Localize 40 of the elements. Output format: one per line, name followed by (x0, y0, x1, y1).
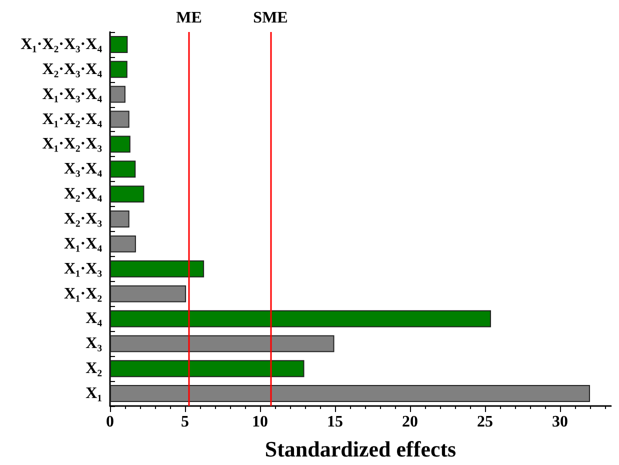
ref-line-label: ME (176, 10, 202, 26)
bar (110, 36, 128, 53)
x-axis-title: Standardized effects (264, 436, 457, 462)
bar (110, 136, 130, 153)
y-tick-label: X₃·X₄ (64, 160, 102, 178)
bar (110, 360, 304, 378)
bar (110, 86, 126, 103)
x-tick-label: 20 (402, 414, 418, 430)
y-tick-label: X₄ (86, 310, 102, 328)
bar (110, 260, 204, 278)
x-tick-label: 25 (477, 414, 493, 430)
bar (110, 160, 136, 178)
y-tick-label: X₂·X₄ (64, 186, 102, 203)
x-tick-label: 30 (552, 414, 568, 430)
bar (110, 60, 128, 78)
y-tick-label: X₁ (86, 385, 102, 402)
y-tick-label: X₁·X₃ (64, 260, 102, 278)
y-tick-label: X₁·X₂·X₄ (42, 110, 102, 128)
y-tick-label: X₁·X₂·X₃ (42, 136, 102, 153)
x-tick-label: 10 (252, 414, 268, 430)
ref-line-label: SME (253, 10, 288, 26)
bar (110, 385, 590, 402)
bar (110, 235, 136, 252)
x-tick-label: 15 (327, 414, 343, 430)
y-tick-label: X₁·X₂ (64, 285, 102, 302)
y-tick-label: X₃ (86, 335, 102, 352)
bar (110, 310, 491, 328)
y-tick-label: X₁·X₃·X₄ (42, 86, 102, 103)
y-tick-label: X₁·X₄ (64, 235, 102, 252)
bar (110, 285, 186, 302)
y-tick-label: X₂ (86, 360, 102, 378)
x-tick-label: 5 (181, 414, 189, 430)
bar (110, 210, 130, 228)
y-tick-label: X₁·X₂·X₃·X₄ (20, 36, 102, 53)
y-tick-label: X₂·X₃·X₄ (42, 60, 102, 78)
y-tick-label: X₂·X₃ (64, 210, 102, 228)
bar (110, 110, 130, 128)
bar (110, 335, 334, 352)
x-tick-label: 0 (106, 414, 114, 430)
bar (110, 186, 144, 203)
